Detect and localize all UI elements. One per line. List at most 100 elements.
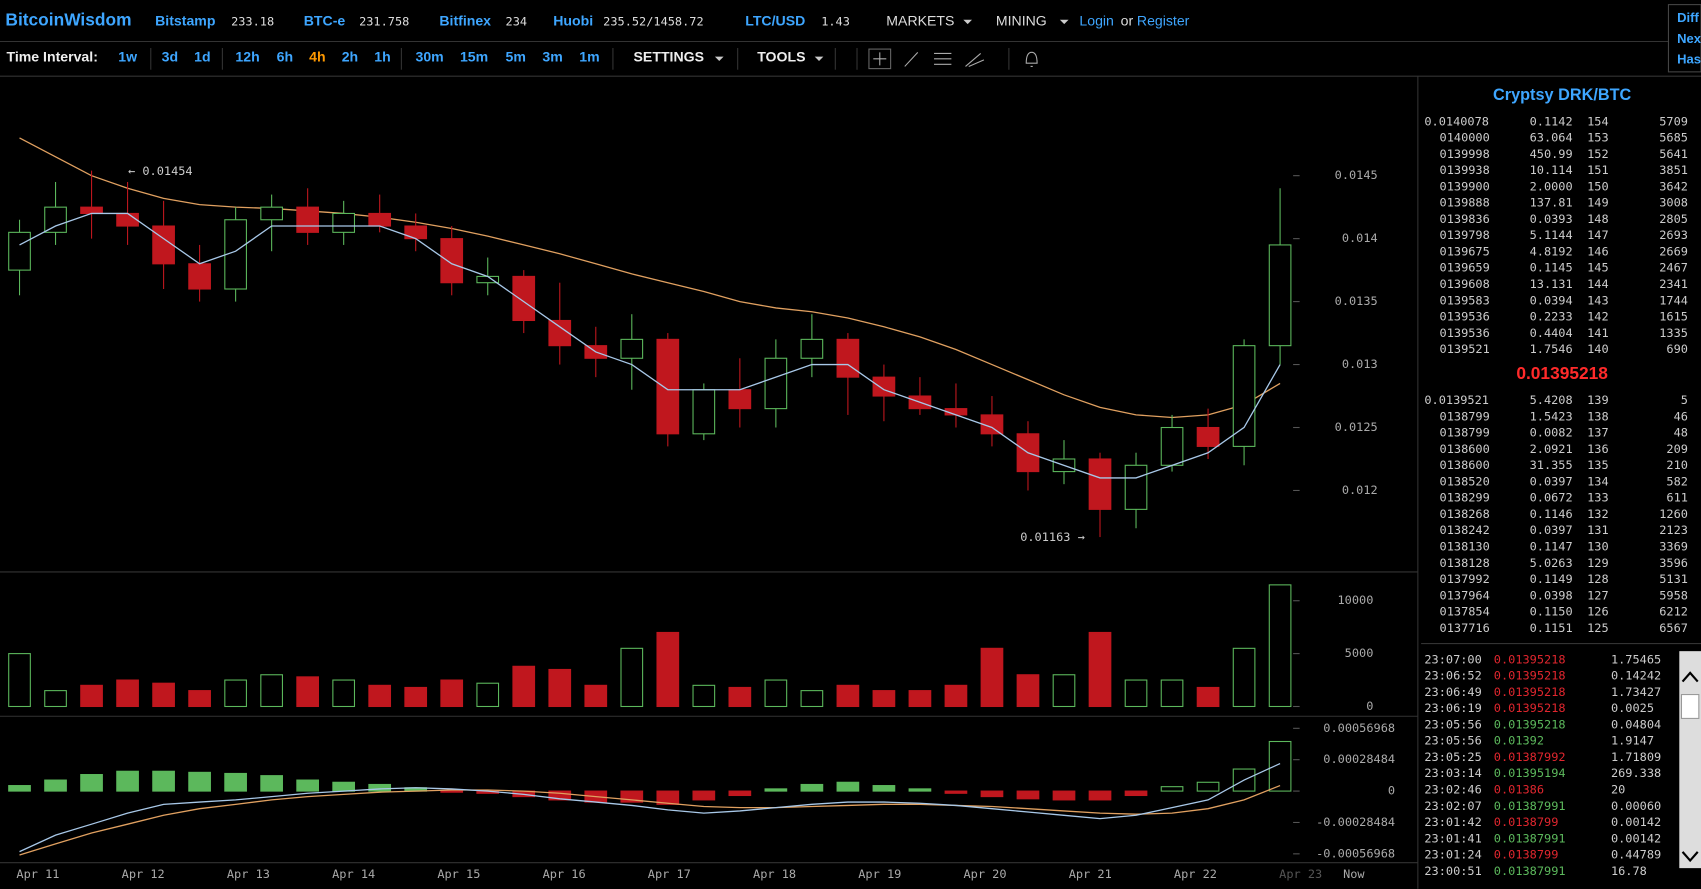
trade-time: 23:07:00 [1424,652,1481,666]
book-amount: 0.1149 [1530,572,1573,586]
alert-tool[interactable] [1025,51,1038,67]
interval[interactable]: 1m [579,48,599,64]
book-price: 0138799 [1440,409,1490,423]
book-price: 0137716 [1440,621,1490,635]
macd-bar [836,781,860,792]
trade-amount: 0.00142 [1611,831,1661,845]
candle-body [8,231,31,271]
macd-bar [224,772,247,792]
candle-body [260,206,283,221]
x-tick-label: Apr 15 [437,867,480,881]
interval[interactable]: 15m [460,48,488,64]
interval[interactable]: 5m [506,48,526,64]
trade-price: 0.01387991 [1494,799,1566,813]
x-tick-label: Apr 14 [332,867,375,881]
scroll-up[interactable] [1681,671,1699,683]
volume-bar [224,679,247,708]
volume-bar [476,682,500,708]
crosshair-tool[interactable] [868,48,892,70]
book-total: 2693 [1659,228,1688,242]
book-total: 611 [1666,491,1688,505]
scroll-down[interactable] [1681,851,1699,863]
book-amount: 0.2233 [1530,310,1573,324]
crosshair-icon [873,52,887,66]
last-price: 0.01395218 [1516,363,1608,383]
interval[interactable]: 1d [194,48,210,64]
interval[interactable]: 1w [118,48,137,64]
volume-bar [80,684,103,708]
volume-bar [872,690,896,708]
market-name[interactable]: Bitstamp [155,13,216,29]
book-title: Cryptsy DRK/BTC [1493,86,1632,104]
scroll-thumb[interactable] [1680,694,1700,719]
book-price: 0139583 [1440,293,1490,307]
book-level: 132 [1587,507,1609,521]
line-tool[interactable] [904,51,919,67]
interval[interactable]: 2h [342,48,358,64]
volume-bar [152,682,175,708]
volume-bar [656,631,680,708]
market-name[interactable]: Bitfinex [439,13,491,29]
trade-price: 0.01395218 [1494,652,1566,666]
candle-body [368,212,392,227]
x-tick-label: Apr 18 [753,867,796,881]
book-total: 2467 [1659,261,1688,275]
tool-separator [856,47,1010,70]
trade-amount: 0.44789 [1611,848,1661,862]
market-name[interactable]: BTC-e [304,13,346,29]
tools[interactable]: TOOLS [757,48,805,64]
side-label: Has [1677,51,1701,66]
register[interactable]: Register [1137,13,1190,29]
book-total: 1335 [1659,326,1688,340]
interval[interactable]: 4h [309,48,325,64]
macd-bar [872,785,896,792]
menu[interactable]: MINING [996,13,1047,29]
book-price: 0139900 [1440,179,1490,193]
login[interactable]: Login [1079,13,1113,29]
tool-icons [856,47,1038,70]
brand[interactable]: BitcoinWisdom [5,9,131,29]
trade-amount: 16.78 [1611,864,1647,878]
book-level: 131 [1587,523,1609,537]
volume-bar [1268,584,1292,708]
volume-bar [8,653,31,708]
book-level: 138 [1587,409,1609,423]
book-total: 6212 [1659,605,1688,619]
book-price: 0138600 [1440,442,1490,456]
x-tick-label: Apr 13 [227,867,270,881]
candle-body [836,338,860,378]
interval[interactable]: 3d [162,48,178,64]
or: or [1121,13,1134,29]
macd-bar [908,788,932,792]
book-price: 0139998 [1440,147,1490,161]
interval[interactable]: 6h [277,48,293,64]
candle-body [1196,426,1220,447]
candle-body [332,212,356,233]
volume-bar [1124,679,1148,708]
market-name[interactable]: LTC/USD [745,13,805,29]
market-name[interactable]: Huobi [553,13,593,29]
caret [1059,19,1069,25]
book-level: 144 [1587,277,1609,291]
volume-bar [440,679,464,708]
volume-bar [1052,674,1076,708]
interval[interactable]: 1h [374,48,390,64]
interval[interactable]: 30m [415,48,443,64]
trade-price: 0.01395218 [1494,717,1566,731]
macd-bar [116,770,139,792]
candle-body [116,212,139,227]
fib-tool[interactable] [965,53,985,67]
scrollbar[interactable] [1679,651,1701,869]
interval[interactable]: 3m [542,48,562,64]
book-level: 151 [1587,163,1609,177]
x-tick-label: Apr 16 [543,867,586,881]
book-amount: 31.355 [1530,458,1573,472]
settings[interactable]: SETTINGS [634,48,704,64]
interval[interactable]: 12h [235,48,259,64]
y-tick-label: 0.012 [1342,483,1378,497]
market-price: 231.758 [359,14,409,28]
menu[interactable]: MARKETS [886,13,954,29]
hline-tool[interactable] [934,52,952,65]
